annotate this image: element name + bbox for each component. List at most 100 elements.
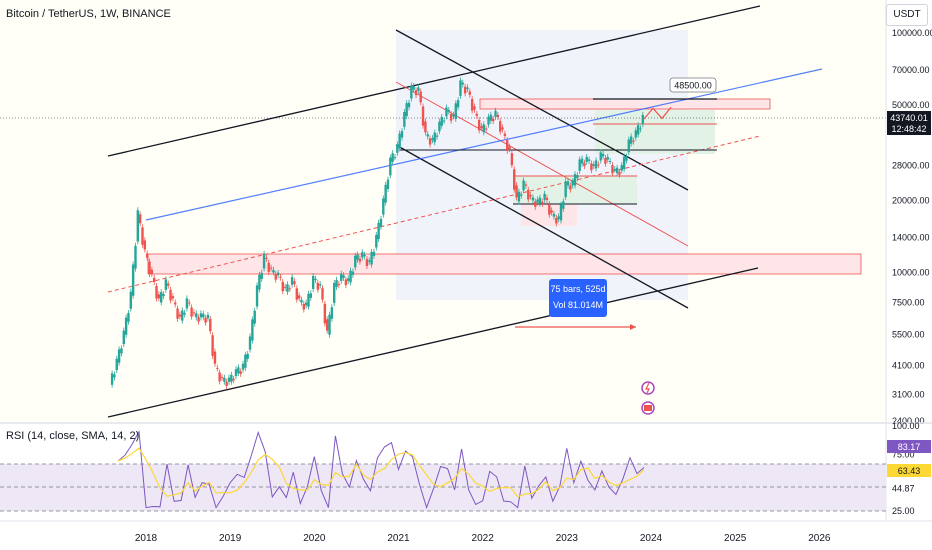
blue-trend-line[interactable] — [145, 68, 823, 221]
candle — [573, 174, 577, 186]
candle — [202, 313, 205, 318]
candle — [276, 272, 280, 276]
candle — [164, 279, 168, 290]
candle — [372, 251, 376, 257]
price-tick-label: 14000.00 — [892, 233, 930, 243]
candle — [209, 318, 212, 332]
candle — [223, 377, 226, 382]
time-axis[interactable]: 2018 2019 2020 2021 2022 2023 2024 2025 2026 — [135, 533, 831, 544]
candle — [590, 163, 593, 171]
candle — [204, 317, 207, 323]
candle — [431, 138, 434, 141]
lower-channel-line[interactable] — [107, 267, 759, 418]
candle — [482, 124, 486, 133]
candle — [601, 153, 605, 157]
time-tick-label: 2026 — [808, 533, 831, 544]
candle — [445, 107, 448, 117]
candle — [599, 152, 602, 161]
candle — [407, 102, 411, 108]
candle — [391, 153, 394, 162]
candle — [337, 283, 341, 286]
candle — [449, 113, 453, 121]
candle — [356, 254, 359, 260]
candle — [258, 274, 261, 290]
time-tick-label: 2023 — [556, 533, 579, 544]
candle — [501, 127, 504, 130]
candle — [213, 351, 217, 364]
event-lightning-icon[interactable] — [641, 381, 655, 395]
candle — [321, 288, 324, 300]
candle — [622, 156, 626, 170]
candle — [555, 217, 558, 224]
candle — [552, 213, 556, 217]
candle — [290, 277, 294, 285]
candle — [503, 133, 507, 137]
candle — [639, 128, 642, 130]
chart-title: Bitcoin / TetherUS, 1W, BINANCE — [6, 8, 171, 20]
candle — [265, 257, 268, 259]
candle — [396, 144, 399, 153]
candle — [499, 121, 502, 132]
candle — [262, 253, 266, 269]
candle — [454, 103, 457, 119]
candle — [389, 157, 392, 176]
candle — [323, 303, 327, 324]
last-price-countdown: 12:48:42 — [891, 124, 926, 134]
candle — [176, 308, 179, 319]
candle — [403, 111, 406, 127]
green-target-zone — [595, 110, 715, 154]
candle — [594, 160, 598, 169]
candle — [508, 146, 511, 150]
rsi-tick-label: 100.00 — [892, 421, 920, 431]
target-label-box[interactable] — [669, 77, 717, 93]
candle — [302, 303, 306, 310]
candle — [211, 335, 214, 356]
candle — [141, 227, 144, 245]
measure-tooltip-box[interactable] — [549, 279, 607, 317]
last-price-box[interactable] — [887, 111, 931, 135]
candle — [424, 121, 427, 133]
descending-upper-line[interactable] — [395, 29, 689, 191]
candle — [634, 130, 638, 138]
candle — [585, 156, 588, 162]
candle — [564, 181, 567, 198]
candle — [608, 161, 612, 163]
descending-lower-line[interactable] — [395, 144, 689, 309]
candle — [190, 307, 193, 317]
candle — [410, 85, 413, 99]
measure-tooltip-line2: Vol 81.014M — [553, 300, 603, 310]
flag-glyph — [644, 405, 652, 411]
candle — [510, 153, 514, 166]
candle — [244, 354, 247, 368]
candle — [150, 269, 154, 274]
price-tick-label: 20000.00 — [892, 195, 930, 205]
currency-button[interactable]: USDT — [886, 4, 928, 26]
candle — [414, 90, 418, 96]
candle — [246, 353, 249, 359]
upper-channel-line[interactable] — [107, 5, 761, 157]
candle — [300, 299, 303, 303]
candle — [484, 128, 488, 130]
time-tick-label: 2024 — [640, 533, 663, 544]
candle — [571, 181, 574, 186]
candle — [543, 193, 546, 200]
candle — [487, 116, 490, 125]
candle — [232, 378, 235, 381]
candle — [536, 199, 539, 203]
candle — [251, 319, 254, 341]
candle — [234, 369, 238, 377]
candle — [267, 262, 270, 272]
candle — [255, 285, 259, 307]
candle — [171, 296, 175, 299]
candle — [375, 234, 378, 248]
candle — [230, 374, 233, 382]
candle — [632, 140, 635, 142]
candle — [248, 336, 252, 350]
candle — [405, 103, 408, 117]
candle — [545, 197, 549, 201]
red-diagonal-line[interactable] — [395, 81, 689, 247]
price-axis[interactable]: 100000.00 70000.00 50000.00 28000.00 20000.0… — [892, 28, 932, 426]
candle — [162, 294, 165, 297]
candle — [145, 253, 149, 258]
